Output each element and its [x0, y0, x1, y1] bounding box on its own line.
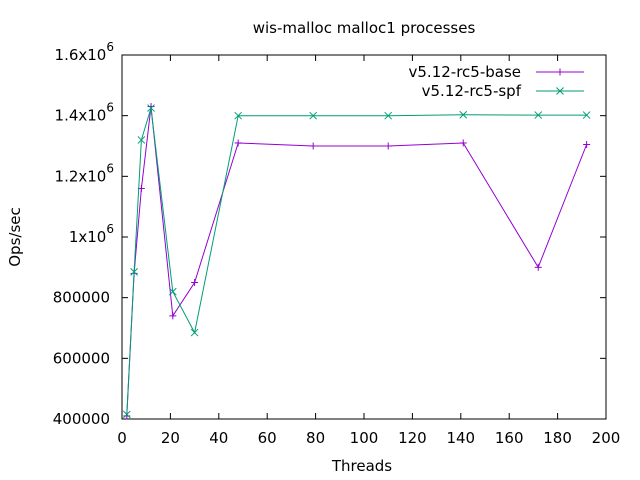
- x-axis-label: Threads: [331, 457, 392, 475]
- y-tick-label-base: 1.4x10: [55, 107, 107, 125]
- plot-frame: [121, 54, 607, 420]
- y-tick-label: 600000: [53, 349, 110, 367]
- data-point: [137, 136, 146, 144]
- data-point: [147, 104, 155, 112]
- data-point: [309, 111, 318, 120]
- x-tick-label: 160: [495, 429, 524, 447]
- y-tick-label: 1x106: [69, 222, 114, 246]
- legend-marker: [556, 68, 564, 76]
- series-line: [126, 106, 588, 417]
- data-point: [534, 263, 542, 271]
- data-point: [583, 140, 591, 148]
- data-point: [130, 268, 138, 276]
- data-point: [384, 142, 392, 150]
- legend-item: v5.12-rc5-base: [409, 63, 584, 81]
- legend-label: v5.12-rc5-spf: [422, 82, 522, 100]
- data-point: [122, 410, 131, 419]
- y-tick-label-exponent: 6: [106, 222, 114, 236]
- data-point: [168, 287, 177, 296]
- x-tick-label: 120: [398, 429, 427, 447]
- y-tick-label: 1.2x106: [55, 161, 114, 185]
- series-layer: [122, 103, 591, 420]
- y-tick-label-exponent: 6: [106, 161, 114, 175]
- y-tick-label-base: 800000: [53, 289, 110, 307]
- legend-item: v5.12-rc5-spf: [422, 82, 584, 100]
- chart-title: wis-malloc malloc1 processes: [253, 19, 476, 37]
- series-1: [123, 103, 591, 420]
- y-tick-label-base: 600000: [53, 349, 110, 367]
- x-tick-label: 0: [117, 429, 127, 447]
- y-tick-label: 800000: [53, 289, 110, 307]
- y-axis-ticks: 4000006000008000001x1061.2x1061.4x1061.6…: [53, 40, 606, 428]
- data-point: [234, 139, 242, 147]
- data-point: [191, 279, 199, 286]
- y-tick-label-base: 1.2x10: [55, 167, 107, 185]
- data-point: [169, 312, 177, 320]
- data-point: [582, 111, 591, 119]
- data-point: [190, 328, 199, 337]
- y-tick-label-base: 400000: [53, 410, 110, 428]
- series-2: [122, 104, 591, 419]
- y-tick-label: 400000: [53, 410, 110, 428]
- x-tick-label: 40: [209, 429, 228, 447]
- data-point: [459, 110, 468, 119]
- y-tick-label-exponent: 6: [106, 101, 114, 115]
- x-axis-ticks: 0 20 40 60 80 100 120 140 160 180 200: [117, 55, 620, 447]
- data-point: [459, 139, 467, 147]
- y-tick-label: 1.4x106: [55, 101, 114, 125]
- y-tick-label-base: 1.6x10: [55, 46, 107, 64]
- legend-marker: [556, 87, 564, 95]
- x-tick-label: 180: [543, 429, 572, 447]
- data-point: [384, 111, 393, 120]
- x-tick-label: 80: [306, 429, 325, 447]
- y-axis-label: Ops/sec: [6, 207, 24, 267]
- x-tick-label: 200: [592, 429, 621, 447]
- legend-label: v5.12-rc5-base: [409, 63, 522, 81]
- y-tick-label-exponent: 6: [106, 40, 114, 54]
- series-line: [126, 107, 587, 415]
- x-tick-label: 100: [350, 429, 379, 447]
- plot-area: 0 20 40 60 80 100 120 140 160 180 200 400000 600000…: [53, 40, 621, 447]
- data-point: [309, 142, 317, 150]
- data-point: [534, 111, 543, 119]
- x-tick-label: 20: [161, 429, 180, 447]
- y-tick-label-base: 1x10: [69, 228, 107, 246]
- x-tick-label: 60: [258, 429, 277, 447]
- y-tick-label: 1.6x106: [55, 40, 114, 64]
- x-tick-label: 140: [446, 429, 475, 447]
- data-point: [234, 111, 243, 120]
